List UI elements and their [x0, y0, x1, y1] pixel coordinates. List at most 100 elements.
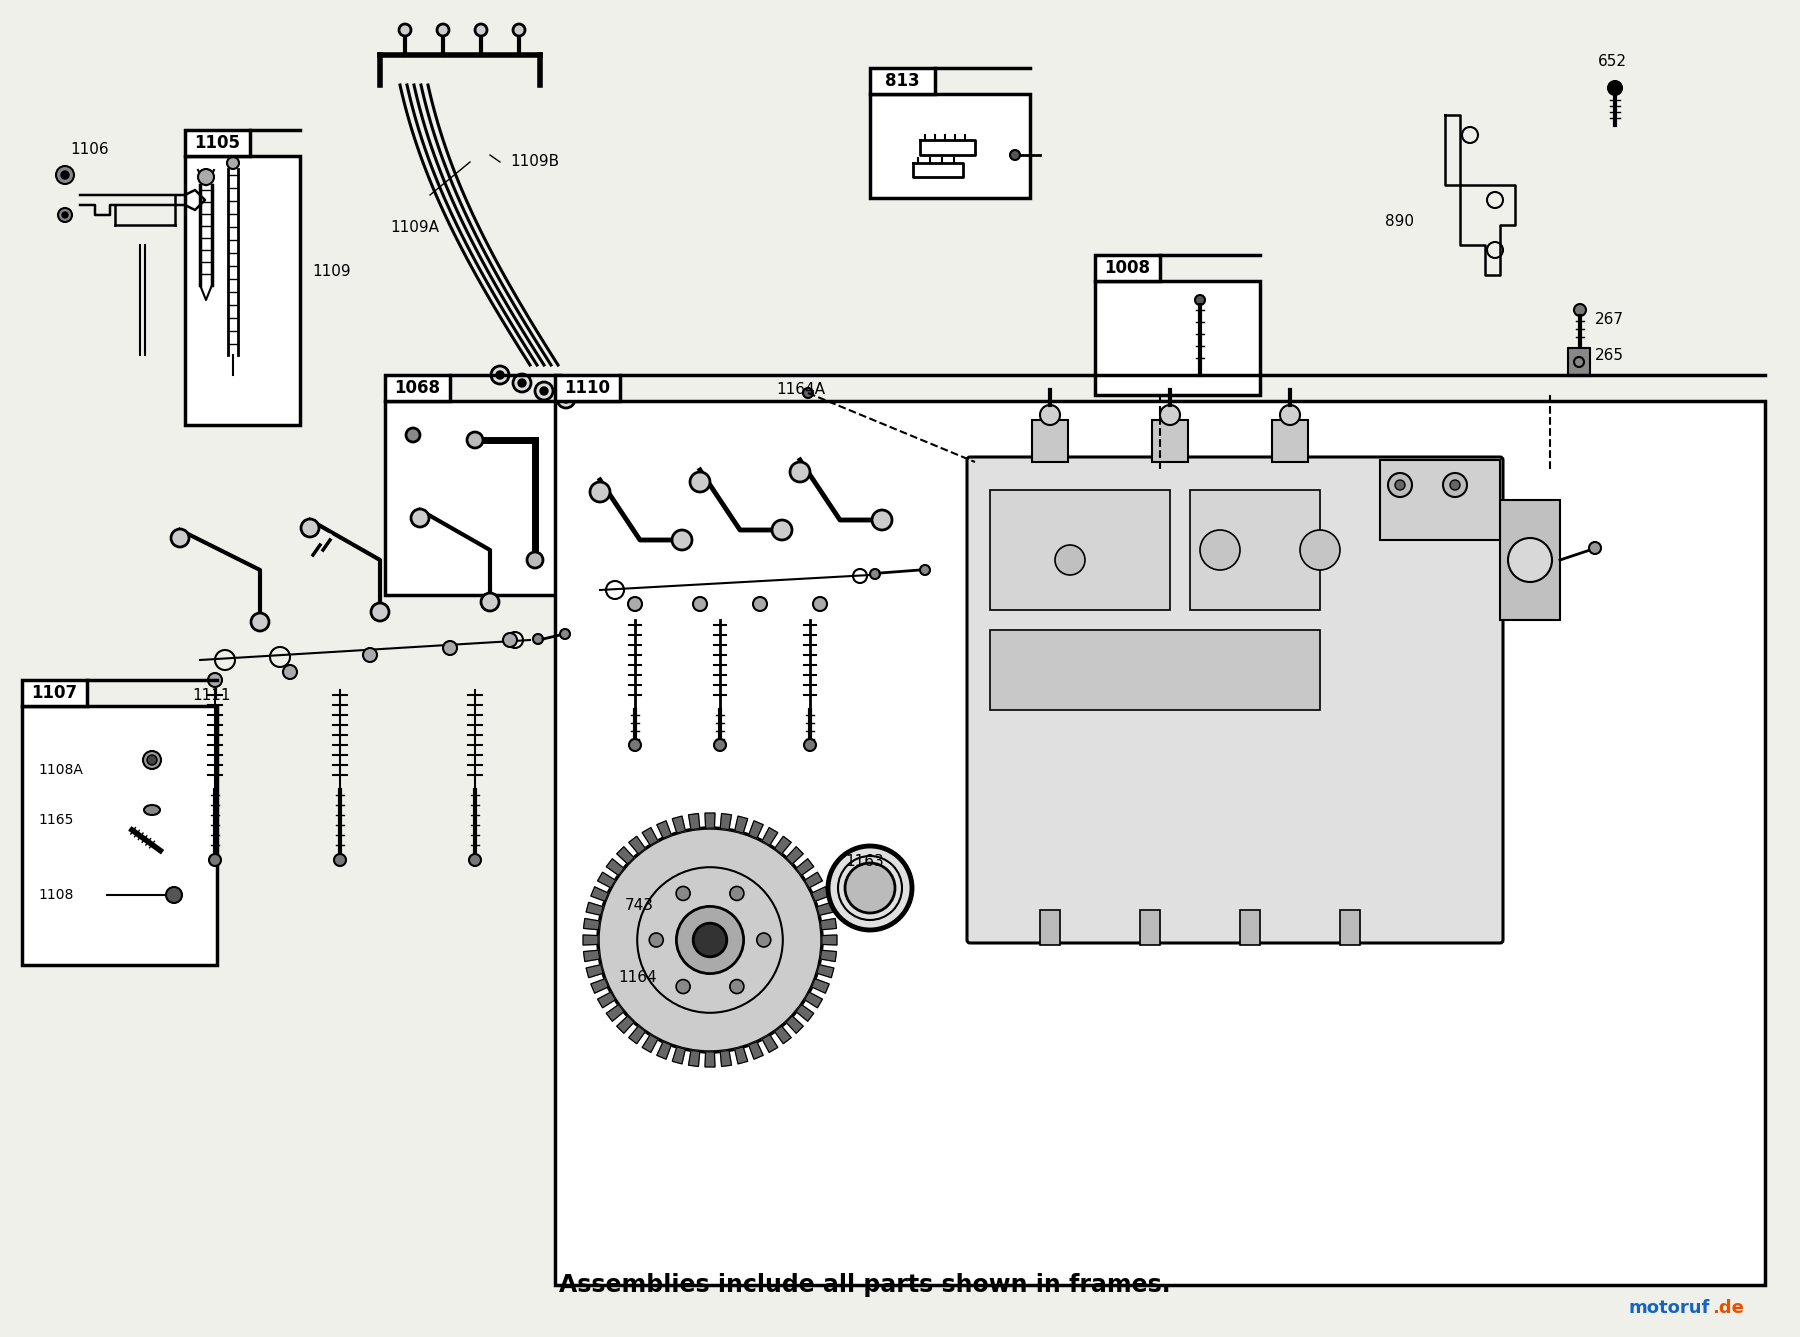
Polygon shape	[761, 1035, 778, 1052]
Circle shape	[1395, 480, 1406, 489]
Polygon shape	[583, 951, 599, 961]
Polygon shape	[657, 1042, 671, 1059]
Polygon shape	[583, 919, 599, 929]
Polygon shape	[774, 1025, 792, 1044]
Circle shape	[756, 933, 770, 947]
Circle shape	[518, 378, 526, 386]
Bar	[990, 630, 1319, 710]
Bar	[869, 94, 1030, 198]
Circle shape	[1388, 473, 1411, 497]
Bar	[185, 130, 250, 156]
Circle shape	[513, 24, 526, 36]
Bar	[554, 374, 619, 401]
Text: 265: 265	[1595, 348, 1624, 362]
Polygon shape	[706, 1052, 715, 1067]
Circle shape	[171, 529, 189, 547]
Circle shape	[475, 24, 488, 36]
Circle shape	[466, 432, 482, 448]
Polygon shape	[688, 813, 700, 830]
Polygon shape	[607, 858, 625, 876]
Circle shape	[715, 739, 725, 751]
Circle shape	[61, 213, 68, 218]
Circle shape	[677, 906, 743, 973]
Circle shape	[61, 171, 68, 179]
Circle shape	[400, 24, 410, 36]
Circle shape	[1451, 480, 1460, 489]
Polygon shape	[720, 813, 731, 830]
Circle shape	[540, 386, 547, 394]
Polygon shape	[817, 902, 833, 916]
Bar	[1568, 348, 1589, 376]
Circle shape	[166, 886, 182, 902]
Circle shape	[283, 664, 297, 679]
Circle shape	[828, 846, 913, 931]
Circle shape	[1195, 295, 1204, 305]
Bar	[990, 489, 1170, 610]
Circle shape	[671, 529, 691, 550]
Text: 1111: 1111	[193, 687, 230, 702]
Circle shape	[335, 854, 346, 866]
Polygon shape	[812, 886, 830, 901]
Text: 1109B: 1109B	[509, 155, 560, 170]
Circle shape	[805, 739, 815, 751]
Bar	[1273, 420, 1309, 463]
Text: 1106: 1106	[70, 143, 108, 158]
Circle shape	[371, 603, 389, 620]
Polygon shape	[761, 828, 778, 845]
Bar	[1031, 420, 1067, 463]
Circle shape	[1055, 545, 1085, 575]
Bar	[22, 706, 218, 965]
Circle shape	[1040, 405, 1060, 425]
Text: 1165: 1165	[38, 813, 74, 828]
Circle shape	[513, 374, 531, 392]
Bar	[554, 401, 1766, 1285]
Circle shape	[752, 598, 767, 611]
Circle shape	[1607, 82, 1622, 95]
Polygon shape	[628, 836, 646, 854]
Circle shape	[556, 390, 574, 408]
Polygon shape	[734, 1047, 747, 1064]
Text: 1109A: 1109A	[391, 221, 439, 235]
Circle shape	[1280, 405, 1300, 425]
Circle shape	[560, 628, 571, 639]
Circle shape	[814, 598, 826, 611]
Circle shape	[58, 209, 72, 222]
Bar	[1190, 489, 1319, 610]
Bar	[22, 681, 86, 706]
Circle shape	[1159, 405, 1181, 425]
Circle shape	[790, 463, 810, 483]
Circle shape	[590, 483, 610, 501]
Circle shape	[693, 598, 707, 611]
Circle shape	[920, 566, 931, 575]
Polygon shape	[590, 886, 608, 901]
Circle shape	[1589, 541, 1600, 554]
Polygon shape	[598, 992, 616, 1008]
Circle shape	[677, 980, 689, 993]
Text: 267: 267	[1595, 313, 1624, 328]
Circle shape	[148, 755, 157, 765]
Circle shape	[628, 598, 643, 611]
Bar	[1499, 500, 1561, 620]
Text: 1107: 1107	[31, 685, 77, 702]
Circle shape	[772, 520, 792, 540]
Bar	[385, 374, 450, 401]
Circle shape	[56, 166, 74, 185]
Text: motoruf: motoruf	[1629, 1300, 1710, 1317]
Circle shape	[502, 632, 517, 647]
Circle shape	[227, 156, 239, 168]
Circle shape	[481, 594, 499, 611]
Circle shape	[209, 673, 221, 687]
Text: 1108A: 1108A	[38, 763, 83, 777]
Circle shape	[844, 862, 895, 913]
Polygon shape	[587, 965, 603, 977]
Bar	[869, 68, 934, 94]
FancyBboxPatch shape	[967, 457, 1503, 943]
Circle shape	[407, 428, 419, 443]
Polygon shape	[823, 935, 837, 945]
Circle shape	[527, 552, 544, 568]
Circle shape	[729, 886, 743, 900]
Bar	[1094, 281, 1260, 394]
Bar	[1339, 910, 1361, 945]
Polygon shape	[587, 902, 603, 916]
Circle shape	[497, 370, 504, 378]
